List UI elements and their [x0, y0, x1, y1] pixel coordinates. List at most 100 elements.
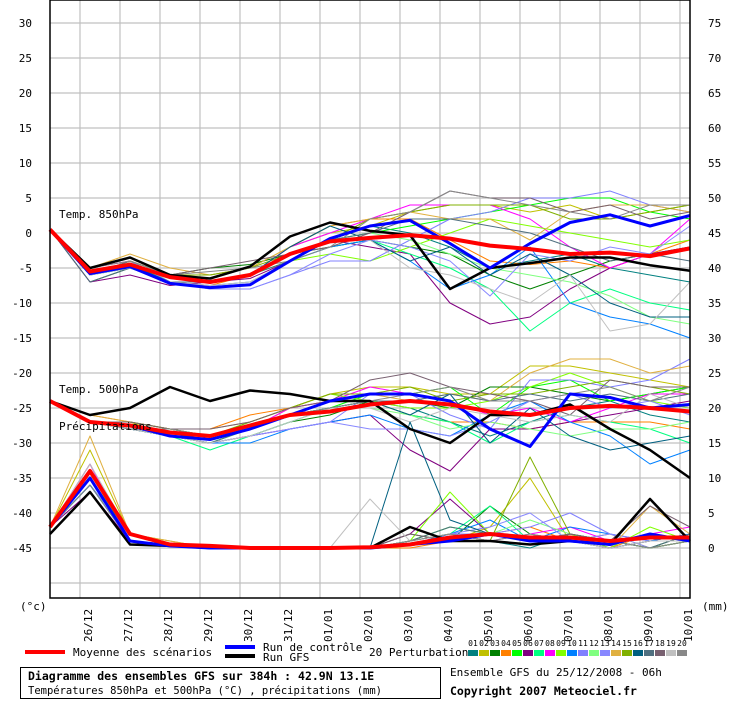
left-tick-label: 20 [19, 87, 32, 100]
left-tick-label: 25 [19, 52, 32, 65]
perturbation-swatch [644, 650, 654, 656]
t500-gfs-line [49, 385, 691, 480]
left-tick-label: 15 [19, 122, 32, 135]
x-tick-label: 27/12 [122, 609, 135, 642]
x-axis-ticks: 26/12 27/12 28/12 29/12 30/12 31/12 01/01 02/01… [82, 609, 695, 642]
right-tick-label: 0 [708, 542, 715, 555]
legend-perturbations-label: 20 Perturbations [369, 646, 475, 659]
x-tick-label: 10/01 [682, 609, 695, 642]
perturbation-id-label: 19 [666, 639, 676, 648]
chart-title: Diagramme des ensembles GFS sur 384h : 4… [28, 669, 374, 683]
t500-perturbation-06-line [49, 400, 691, 472]
legend-control-label: Run de contrôle [263, 641, 362, 654]
perturbation-swatch [666, 650, 676, 656]
perturbation-swatch [567, 650, 577, 656]
t850-gfs-line [49, 221, 691, 291]
right-tick-label: 40 [708, 262, 721, 275]
x-tick-label: 02/01 [362, 609, 375, 642]
perturbation-id-label: 06 [523, 639, 533, 648]
perturbation-swatch [468, 650, 478, 656]
right-tick-label: 60 [708, 122, 721, 135]
left-tick-label: -25 [12, 402, 32, 415]
perturbation-swatch [633, 650, 643, 656]
left-tick-label: -20 [12, 367, 32, 380]
perturbation-id-label: 01 [468, 639, 478, 648]
perturbation-id-label: 13 [600, 639, 610, 648]
perturbation-id-label: 15 [622, 639, 632, 648]
left-tick-label: -5 [19, 262, 32, 275]
perturbation-id-label: 03 [490, 639, 500, 648]
x-tick-label: 08/01 [602, 609, 615, 642]
perturbation-swatch [534, 650, 544, 656]
right-tick-label: 5 [708, 507, 715, 520]
right-tick-label: 55 [708, 157, 721, 170]
t850-perturbation-06-line [49, 229, 691, 325]
chart-subtitle: Températures 850hPa et 500hPa (°C) , pré… [28, 685, 382, 697]
x-tick-label: 07/01 [562, 609, 575, 642]
t850-mean-line [48, 228, 691, 284]
right-tick-label: 15 [708, 437, 721, 450]
panel-label-precip: Précipitations [59, 420, 152, 433]
x-tick-label: 28/12 [162, 609, 175, 642]
x-tick-label: 09/01 [642, 609, 655, 642]
right-tick-label: 25 [708, 367, 721, 380]
right-tick-label: 75 [708, 17, 721, 30]
perturbation-swatch [545, 650, 555, 656]
x-tick-label: 26/12 [82, 609, 95, 642]
perturbation-swatch [512, 650, 522, 656]
perturbation-swatch [523, 650, 533, 656]
precip-perturbation-16-line [49, 421, 690, 549]
perturbation-swatch [589, 650, 599, 656]
x-tick-label: 01/01 [322, 609, 335, 642]
left-tick-label: 0 [25, 227, 32, 240]
left-axis-unit: (°c) [20, 600, 47, 613]
perturbation-swatch [677, 650, 687, 656]
right-tick-label: 50 [708, 192, 721, 205]
right-tick-label: 20 [708, 402, 721, 415]
right-tick-label: 70 [708, 52, 721, 65]
x-tick-label: 29/12 [202, 609, 215, 642]
perturbation-swatch [556, 650, 566, 656]
perturbation-swatch [578, 650, 588, 656]
t500-control-line [49, 392, 691, 448]
t850-perturbation-10-line [49, 229, 691, 339]
panel-label-t500: Temp. 500hPa [59, 383, 138, 396]
perturbation-id-label: 10 [567, 639, 577, 648]
perturbation-swatch [501, 650, 511, 656]
perturbation-id-label: 09 [556, 639, 566, 648]
right-tick-label: 35 [708, 297, 721, 310]
x-tick-label: 31/12 [282, 609, 295, 642]
left-tick-label: -45 [12, 542, 32, 555]
t850-perturbation-19-line [49, 229, 691, 332]
left-tick-label: 10 [19, 157, 32, 170]
t850-perturbation-07-line [49, 229, 691, 332]
right-tick-label: 30 [708, 332, 721, 345]
perturbation-id-label: 11 [578, 639, 588, 648]
left-tick-label: -10 [12, 297, 32, 310]
left-tick-label: -15 [12, 332, 32, 345]
perturbation-id-label: 05 [512, 639, 522, 648]
right-tick-label: 10 [708, 472, 721, 485]
perturbation-swatch [622, 650, 632, 656]
perturbation-id-label: 02 [479, 639, 489, 648]
x-tick-label: 30/12 [242, 609, 255, 642]
x-tick-label: 05/01 [482, 609, 495, 642]
left-tick-label: -40 [12, 507, 32, 520]
precip-mean-line [48, 469, 690, 550]
legend-gfs-label: Run GFS [263, 651, 309, 664]
t500-mean-line [49, 399, 691, 438]
left-tick-label: 5 [25, 192, 32, 205]
left-axis-ticks: 30 25 20 15 10 5 0 -5 -10 -15 -20 -25 -30 -35 -40 -45 [12, 17, 32, 555]
left-tick-label: -30 [12, 437, 32, 450]
grid [50, 0, 690, 598]
perturbation-swatch [655, 650, 665, 656]
left-tick-label: -35 [12, 472, 32, 485]
series-lines [48, 190, 691, 550]
copyright: Copyright 2007 Meteociel.fr [450, 684, 637, 698]
perturbation-id-label: 18 [655, 639, 665, 648]
perturbation-id-label: 08 [545, 639, 555, 648]
panel-label-t850: Temp. 850hPa [59, 208, 138, 221]
legend-mean-label: Moyenne des scénarios [73, 646, 212, 659]
